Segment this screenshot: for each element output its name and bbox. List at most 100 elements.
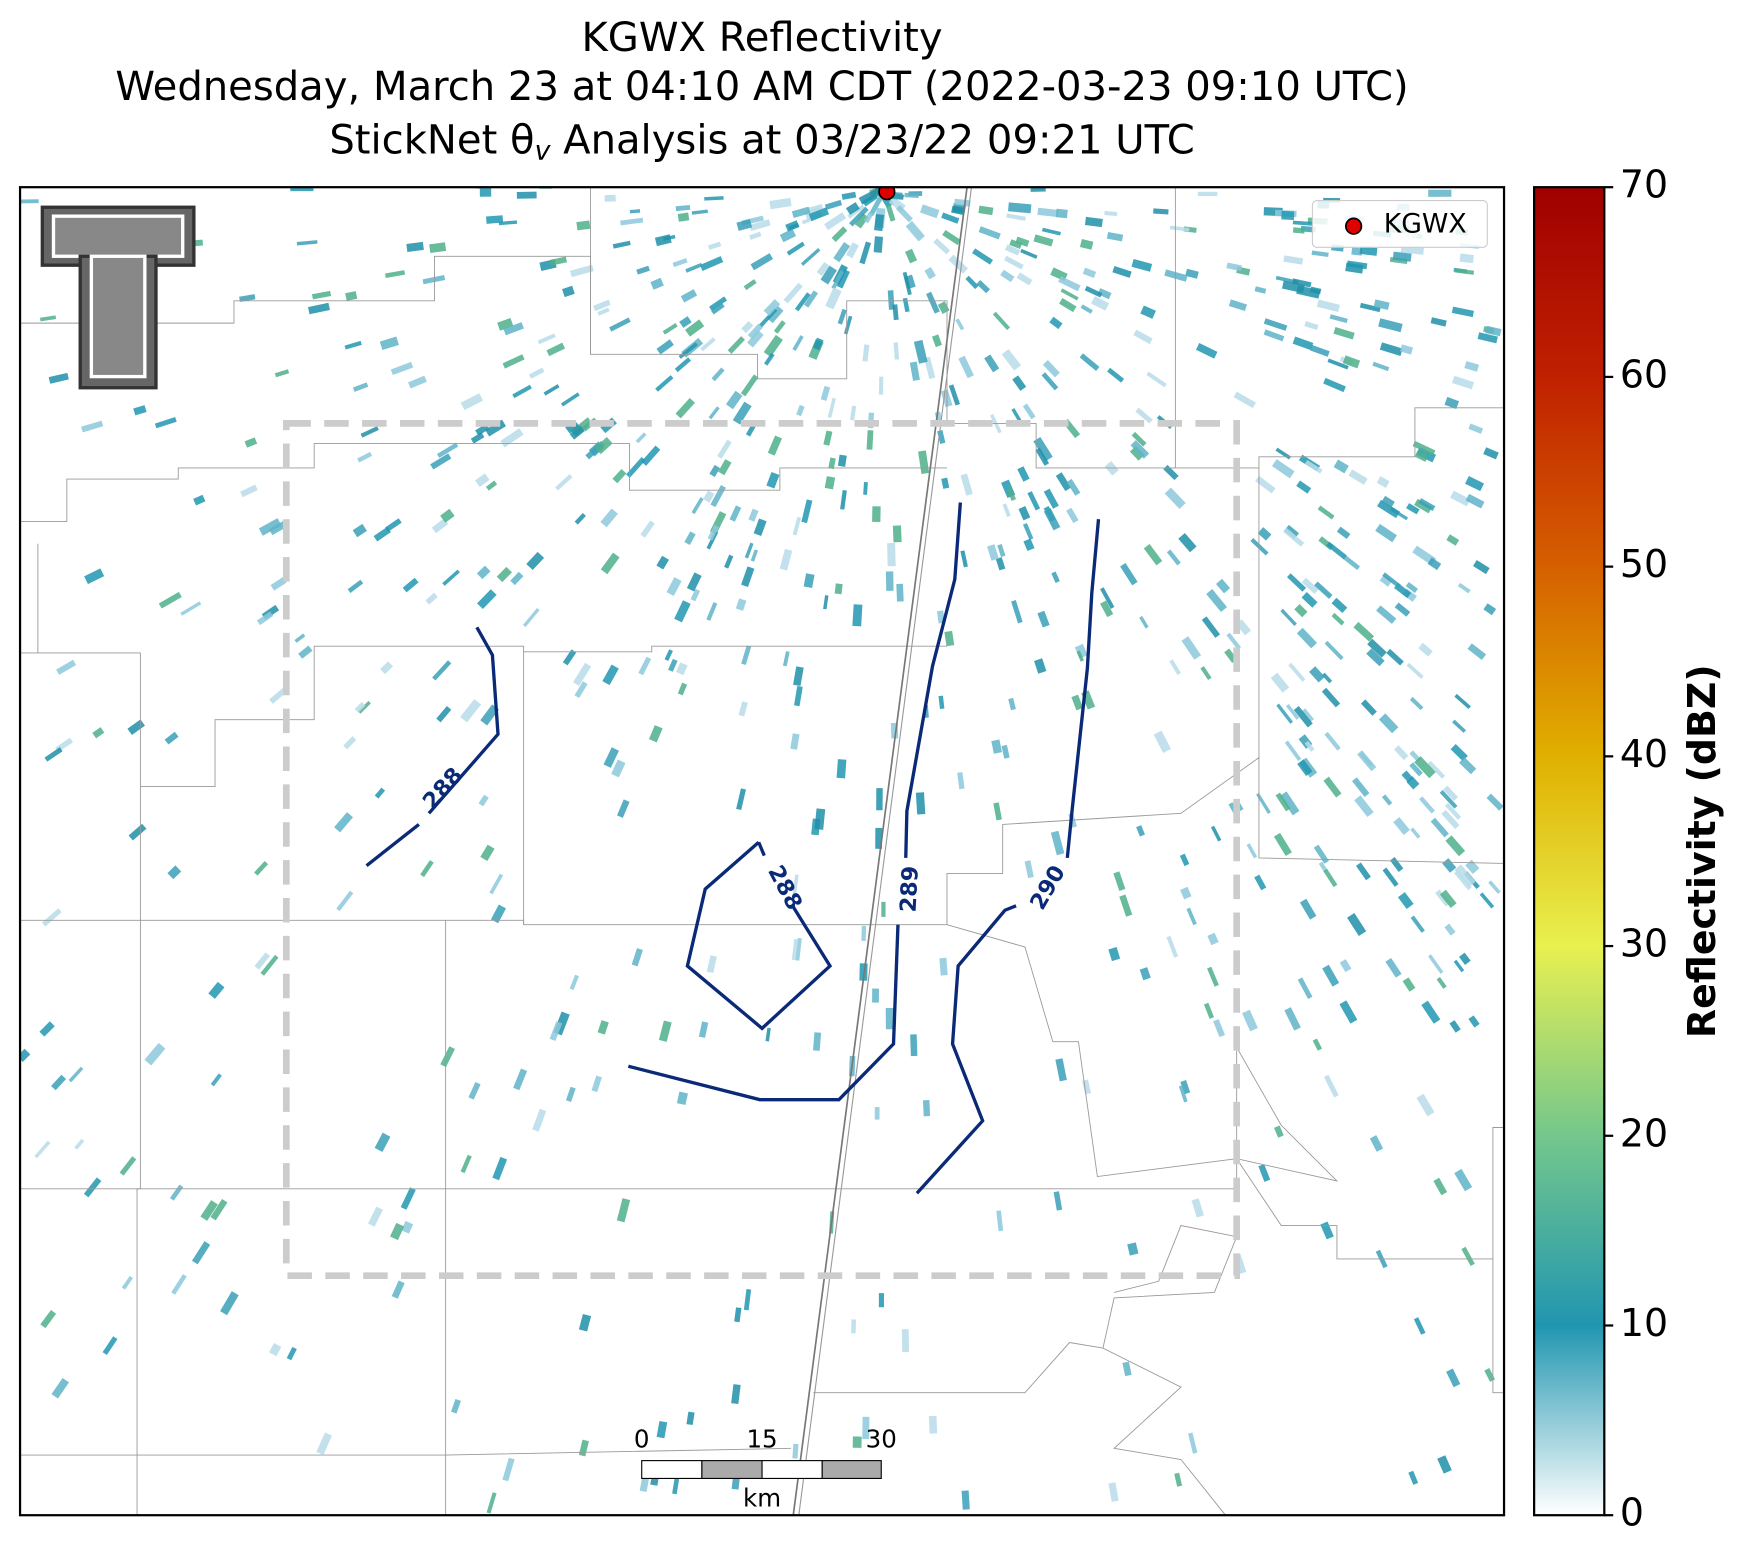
echo bbox=[240, 484, 258, 498]
colorbar-tick-label: 20 bbox=[1620, 1111, 1668, 1155]
echo bbox=[486, 215, 504, 224]
echo bbox=[1351, 777, 1370, 798]
scale-label: 0 bbox=[634, 1425, 650, 1454]
echo bbox=[1461, 1246, 1475, 1266]
echo bbox=[707, 241, 722, 250]
echo bbox=[347, 579, 364, 593]
echo bbox=[878, 376, 884, 395]
echo bbox=[244, 437, 258, 448]
echo bbox=[1445, 835, 1466, 857]
echo bbox=[1163, 464, 1179, 481]
echo bbox=[1473, 560, 1490, 575]
echo bbox=[674, 357, 692, 373]
echo bbox=[298, 645, 313, 659]
echo bbox=[965, 275, 979, 290]
echo bbox=[958, 355, 974, 379]
echo bbox=[1336, 526, 1351, 539]
echo bbox=[824, 199, 843, 210]
echo bbox=[1313, 844, 1330, 864]
echo bbox=[954, 198, 971, 207]
echo bbox=[546, 342, 566, 357]
echo bbox=[1131, 258, 1153, 272]
echo bbox=[354, 701, 366, 713]
echo bbox=[593, 299, 611, 312]
echo bbox=[895, 205, 913, 223]
echo bbox=[734, 1307, 742, 1323]
colorbar-tick-label: 50 bbox=[1620, 542, 1668, 586]
echo bbox=[812, 337, 824, 351]
echo bbox=[490, 904, 507, 924]
echo bbox=[1296, 480, 1312, 494]
echo bbox=[1304, 459, 1323, 474]
echo bbox=[311, 290, 332, 300]
echo bbox=[631, 948, 643, 967]
echo bbox=[686, 1411, 695, 1426]
echo bbox=[1333, 459, 1349, 474]
echo bbox=[1119, 894, 1133, 917]
echo bbox=[498, 220, 518, 226]
echo bbox=[269, 1342, 282, 1357]
echo bbox=[1359, 752, 1373, 767]
echo bbox=[1443, 785, 1459, 801]
echo bbox=[270, 577, 287, 591]
echo bbox=[470, 432, 485, 444]
echo bbox=[1394, 602, 1411, 617]
echo bbox=[1421, 1000, 1441, 1024]
echo bbox=[843, 315, 853, 335]
echo bbox=[708, 406, 720, 420]
colorbar-label: Reflectivity (dBZ) bbox=[1680, 664, 1724, 1038]
echo bbox=[763, 334, 783, 358]
echo bbox=[1376, 605, 1397, 624]
echo bbox=[600, 508, 618, 528]
echo bbox=[479, 187, 492, 197]
colorbar-tick-label: 40 bbox=[1620, 732, 1668, 776]
echo bbox=[1464, 361, 1480, 372]
echo bbox=[1112, 266, 1132, 278]
echo bbox=[1427, 760, 1446, 779]
echo bbox=[609, 317, 631, 332]
echo bbox=[144, 1042, 166, 1066]
county-lines bbox=[20, 187, 1505, 1516]
echo bbox=[617, 799, 630, 818]
echo bbox=[836, 759, 847, 779]
echo bbox=[684, 531, 696, 546]
echo bbox=[537, 333, 556, 345]
echo bbox=[769, 197, 792, 210]
t-sub: v bbox=[535, 135, 552, 166]
echo bbox=[846, 242, 859, 259]
echo bbox=[1366, 648, 1385, 667]
echo bbox=[602, 664, 619, 686]
echo bbox=[1446, 534, 1460, 546]
echo bbox=[690, 588, 701, 602]
echo bbox=[1285, 704, 1300, 720]
echo bbox=[747, 323, 763, 340]
echo bbox=[1076, 650, 1084, 662]
t-after: Analysis at 03/23/22 09:21 UTC bbox=[550, 118, 1194, 164]
echo bbox=[1459, 253, 1474, 264]
echo bbox=[83, 1177, 102, 1198]
echo bbox=[1486, 793, 1504, 811]
echo bbox=[859, 241, 872, 265]
echo bbox=[497, 317, 514, 331]
echo bbox=[1292, 227, 1305, 234]
echo bbox=[442, 569, 460, 586]
echo bbox=[1049, 316, 1063, 330]
echo bbox=[1153, 208, 1169, 215]
echo bbox=[360, 426, 379, 438]
echo bbox=[430, 453, 452, 470]
echo bbox=[1074, 643, 1088, 659]
echo bbox=[1180, 886, 1192, 900]
echo bbox=[1444, 923, 1456, 936]
echo bbox=[928, 1415, 938, 1434]
echo bbox=[1392, 251, 1412, 262]
echo bbox=[1452, 719, 1467, 733]
echo bbox=[436, 706, 452, 723]
echo bbox=[904, 192, 919, 199]
analysis-domain bbox=[282, 420, 1240, 1280]
echo bbox=[1347, 913, 1367, 937]
echo bbox=[1181, 636, 1202, 660]
echo bbox=[680, 289, 698, 303]
echo bbox=[892, 525, 902, 543]
echo bbox=[1453, 959, 1465, 973]
